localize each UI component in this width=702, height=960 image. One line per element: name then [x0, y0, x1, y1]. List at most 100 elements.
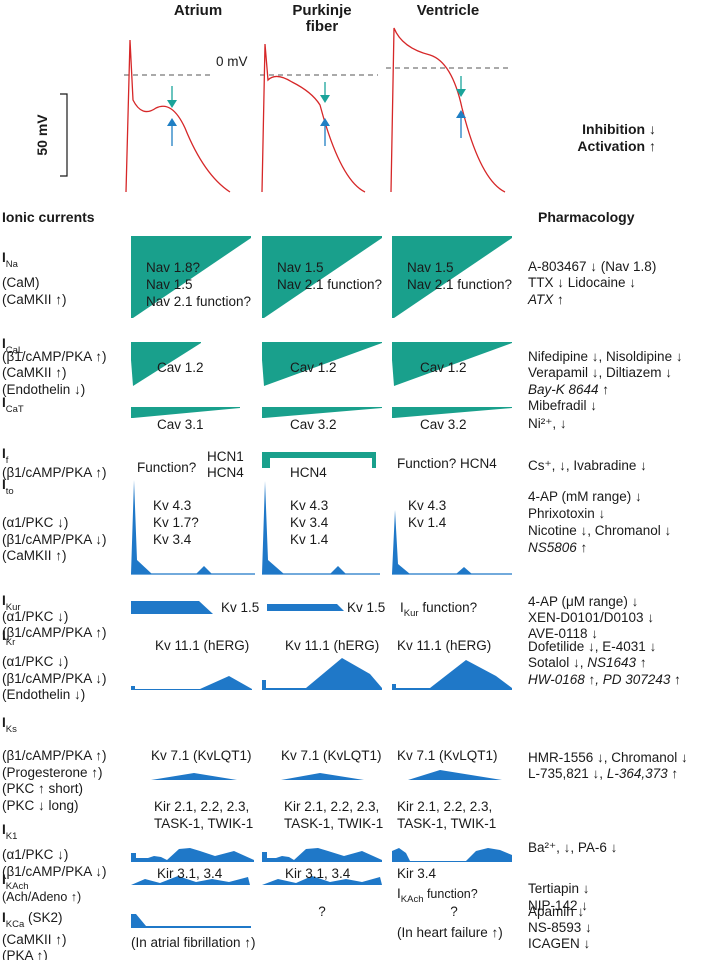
channel-text: (In heart failure ↑)	[397, 925, 503, 940]
current-label: Ito	[2, 477, 14, 497]
action-potential-atrium	[125, 39, 231, 193]
ikr-shape-ventricle	[392, 660, 512, 690]
current-row-ks: IKs (β1/cAMP/PKA ↑) (Progesterone ↑)(PKC ↑…	[2, 715, 688, 813]
channel-text: Kv 11.1 (hERG)	[155, 638, 249, 653]
channel-text: ?	[318, 904, 326, 919]
pharmacology-entry: NS5806 ↑	[528, 540, 587, 555]
current-modulator: (PKC ↓ long)	[2, 798, 79, 813]
channel-cell: Kv 7.1 (KvLQT1)	[151, 748, 252, 763]
ik1-shape-purkinje	[262, 848, 382, 862]
channel-cell: ? (In heart failure ↑)	[397, 904, 503, 940]
channel-cell: (In atrial fibrillation ↑)	[131, 935, 256, 950]
current-modulator: (β1/cAMP/PKA ↑)	[2, 349, 107, 364]
channel-cell: Kv 11.1 (hERG)	[285, 638, 379, 653]
inhibition-arrow-ventricle	[456, 76, 466, 97]
current-row-cal: ICaL(β1/cAMP/PKA ↑)(CaMKII ↑) (Endothelin…	[2, 336, 683, 397]
channel-cell: Function? HCN4	[397, 456, 497, 471]
channel-cell: Kir 2.1, 2.2, 2.3, TASK-1, TWIK-1	[397, 799, 496, 831]
ical-shape-ventricle	[392, 342, 512, 386]
current-modulator: (α1/PKC ↓)	[2, 847, 68, 862]
current-modulator: (CaMKII ↑)	[2, 932, 67, 947]
channel-text: HCN4	[207, 465, 244, 480]
current-row-kca: IKCa (SK2) (CaMKII ↑)(PKA ↑) (In atrial fi…	[2, 904, 592, 960]
pharmacology-entry: Tertiapin ↓	[528, 881, 590, 896]
channel-text: Kv 7.1 (KvLQT1)	[397, 748, 498, 763]
channel-text: IKAch function?	[397, 886, 478, 905]
inhibition-arrow-atrium	[167, 86, 177, 108]
pharmacology-entry: Bay-K 8644 ↑	[528, 382, 609, 397]
channel-text: Kv 3.4	[290, 515, 329, 530]
current-row-kr: IKr (α1/PKC ↓) (β1/cAMP/PKA ↓)(Endothelin …	[2, 628, 681, 702]
pharmacology-entry: L-735,821 ↓, L-364,373 ↑	[528, 766, 678, 781]
pharmacology-entry: NS-8593 ↓	[528, 920, 592, 935]
channel-text: Nav 2.1 function?	[146, 294, 251, 309]
current-modulator: (PKA ↑)	[2, 948, 48, 960]
channel-text: Kv 7.1 (KvLQT1)	[281, 748, 382, 763]
channel-text: Nav 1.5	[146, 277, 193, 292]
ito-shape-atrium	[131, 480, 152, 574]
ikr-shape-purkinje	[262, 658, 382, 690]
channel-text: Kv 1.7?	[153, 515, 199, 530]
current-label: IKur	[2, 593, 21, 613]
legend-inhibition: Inhibition ↓	[582, 121, 656, 137]
channel-text: Kv 1.4	[408, 515, 447, 530]
channel-cell: HCN4	[290, 465, 327, 480]
channel-cell: Kv 4.3 Kv 3.4 Kv 1.4	[290, 498, 329, 547]
channel-text: Cav 1.2	[420, 360, 467, 375]
ina-shape-atrium	[131, 236, 251, 318]
zero-mv-label: 0 mV	[216, 54, 248, 69]
current-label: ICaL	[2, 336, 23, 356]
channel-cell: Nav 1.8? Nav 1.5 Nav 2.1 function?	[146, 260, 251, 309]
channel-text: ?	[450, 904, 458, 919]
ina-shape-ventricle	[392, 236, 512, 318]
channel-text: Kv 1.5	[347, 600, 385, 615]
channel-text: Cav 3.2	[420, 417, 467, 432]
pharmacology-entry: Cs⁺, ↓, Ivabradine ↓	[528, 458, 647, 473]
channel-cell: Cav 3.2	[290, 417, 337, 432]
current-row-kach: IKAch(Ach/Adeno ↑) Kir 3.1, 3.4 Kir 3.1, 3…	[2, 866, 590, 913]
activation-arrow-atrium	[167, 118, 177, 146]
channel-text: Nav 1.5	[277, 260, 324, 275]
action-potential-ventricle	[390, 27, 506, 193]
channel-cell: Kv 4.3 Kv 1.7? Kv 3.4	[153, 498, 199, 547]
channel-text: Cav 1.2	[290, 360, 337, 375]
channel-text: Kir 2.1, 2.2, 2.3,	[154, 799, 249, 814]
pharmacology-entry: 4-AP (mM range) ↓	[528, 489, 642, 504]
icat-shape-ventricle	[392, 407, 512, 418]
activation-arrow-purkinje	[320, 118, 330, 146]
current-modulator: (β1/cAMP/PKA ↑)	[2, 465, 107, 480]
column-header-atrium: Atrium	[174, 2, 222, 19]
ical-shape-purkinje	[262, 342, 382, 386]
legend-activation: Activation ↑	[577, 138, 656, 154]
channel-text: IKur function?	[400, 600, 477, 619]
current-shapes	[131, 236, 512, 928]
ikur-shape-purkinje	[267, 604, 344, 611]
pharmacology-entry: Nicotine ↓, Chromanol ↓	[528, 523, 671, 538]
channel-cell: Kir 2.1, 2.2, 2.3, TASK-1, TWIK-1	[284, 799, 383, 831]
current-modulator: (β1/cAMP/PKA ↓)	[2, 532, 107, 547]
channel-text: Kir 3.1, 3.4	[285, 866, 351, 881]
current-label: IK1	[2, 822, 17, 842]
current-modulator: (CaMKII ↑)	[2, 292, 67, 307]
pharmacology-entry: 4-AP (μM range) ↓	[528, 594, 638, 609]
channel-cell: Kir 3.1, 3.4	[285, 866, 351, 881]
pharmacology-entry: Ba²⁺, ↓, PA-6 ↓	[528, 840, 617, 855]
channel-text: Kv 4.3	[153, 498, 191, 513]
current-modulator: (Ach/Adeno ↑)	[2, 890, 81, 904]
inhibition-arrow-purkinje	[320, 82, 330, 103]
ical-shape-atrium	[131, 342, 201, 386]
pharmacology-entry: Apamin ↓	[528, 904, 584, 919]
channel-cell: Kir 3.1, 3.4	[157, 866, 223, 881]
activation-arrow-ventricle	[456, 110, 466, 138]
channel-cell: Kv 1.5	[347, 600, 385, 615]
channel-text: Cav 3.2	[290, 417, 337, 432]
current-modulator: (α1/PKC ↓)	[2, 609, 68, 624]
current-row-kur: IKur(α1/PKC ↓)(β1/cAMP/PKA ↑) Kv 1.5 Kv 1.…	[2, 593, 654, 641]
icat-shape-purkinje	[262, 407, 382, 418]
pharmacology-entry: AVE-0118 ↓	[528, 626, 598, 641]
channel-text: Kv 4.3	[290, 498, 328, 513]
current-modulator: (PKC ↑ short)	[2, 781, 83, 796]
current-modulator: (CaMKII ↑)	[2, 548, 67, 563]
